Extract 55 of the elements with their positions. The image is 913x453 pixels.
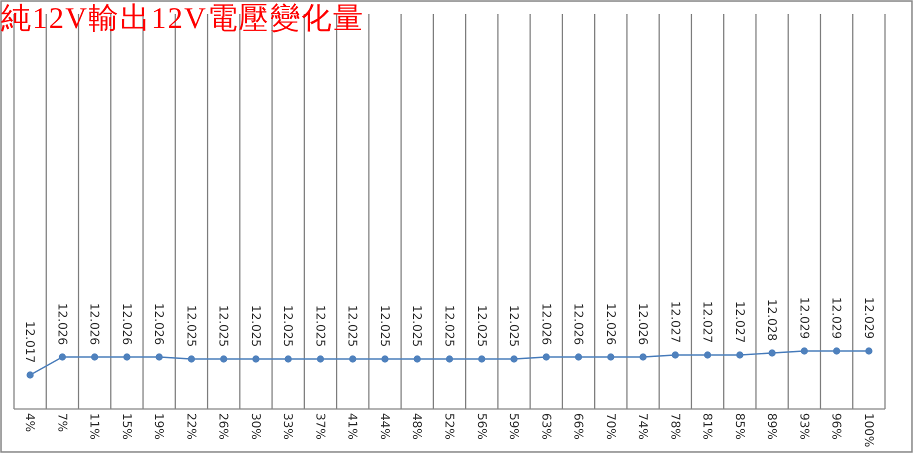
data-label: 12.025: [442, 305, 456, 347]
x-tick-label: 85%: [732, 413, 747, 440]
data-label: 12.026: [88, 303, 102, 345]
x-tick-label: 4%: [23, 413, 38, 432]
x-tick-label: 37%: [313, 413, 328, 440]
x-tick-label: 78%: [668, 413, 682, 440]
data-label: 12.026: [572, 303, 586, 345]
data-label: 12.028: [765, 299, 780, 341]
x-tick-label: 89%: [765, 413, 780, 440]
x-tick-label: 70%: [604, 413, 618, 440]
x-tick-label: 81%: [700, 413, 715, 440]
x-tick-label: 11%: [88, 413, 102, 440]
data-label: 12.029: [862, 297, 876, 339]
data-label: 12.027: [700, 301, 715, 343]
data-label: 12.025: [507, 305, 522, 347]
data-label: 12.025: [410, 305, 424, 347]
x-tick-label: 48%: [410, 413, 424, 440]
data-label: 12.025: [184, 305, 198, 347]
x-tick-label: 30%: [248, 413, 263, 440]
data-label: 12.027: [732, 301, 747, 343]
x-tick-label: 63%: [539, 413, 554, 440]
x-tick-label: 44%: [378, 413, 392, 440]
data-label: 12.026: [55, 303, 70, 345]
title: 純12V輸出12V電壓變化量: [1, 2, 363, 35]
x-tick-label: 22%: [184, 413, 198, 440]
data-label: 12.026: [120, 303, 134, 345]
x-tick-label: 66%: [572, 413, 586, 440]
x-tick-label: 33%: [281, 413, 296, 440]
x-tick-label: 93%: [797, 413, 812, 440]
data-label: 12.025: [346, 305, 360, 347]
data-label: 12.025: [248, 305, 263, 347]
x-tick-label: 96%: [830, 413, 844, 440]
data-label: 12.026: [539, 303, 554, 345]
data-label: 12.025: [474, 305, 489, 347]
data-label: 12.025: [281, 305, 296, 347]
x-tick-label: 26%: [216, 413, 231, 440]
x-tick-label: 100%: [862, 413, 876, 448]
data-label: 12.025: [216, 305, 231, 347]
data-label: 12.025: [313, 305, 328, 347]
x-tick-label: 7%: [55, 413, 70, 432]
data-label: 12.025: [378, 305, 392, 347]
x-tick-label: 59%: [507, 413, 522, 440]
data-label: 12.029: [830, 297, 844, 339]
data-label: 12.026: [604, 303, 618, 345]
data-label: 12.029: [797, 297, 812, 339]
x-tick-label: 15%: [120, 413, 134, 440]
x-tick-label: 74%: [636, 413, 650, 440]
x-tick-label: 52%: [442, 413, 456, 440]
data-label: 12.017: [23, 321, 38, 363]
x-tick-label: 56%: [474, 413, 489, 440]
data-label: 12.027: [668, 301, 682, 343]
data-label: 12.026: [152, 303, 166, 345]
x-tick-label: 19%: [152, 413, 166, 440]
x-tick-label: 41%: [346, 413, 360, 440]
data-label: 12.026: [636, 303, 650, 345]
